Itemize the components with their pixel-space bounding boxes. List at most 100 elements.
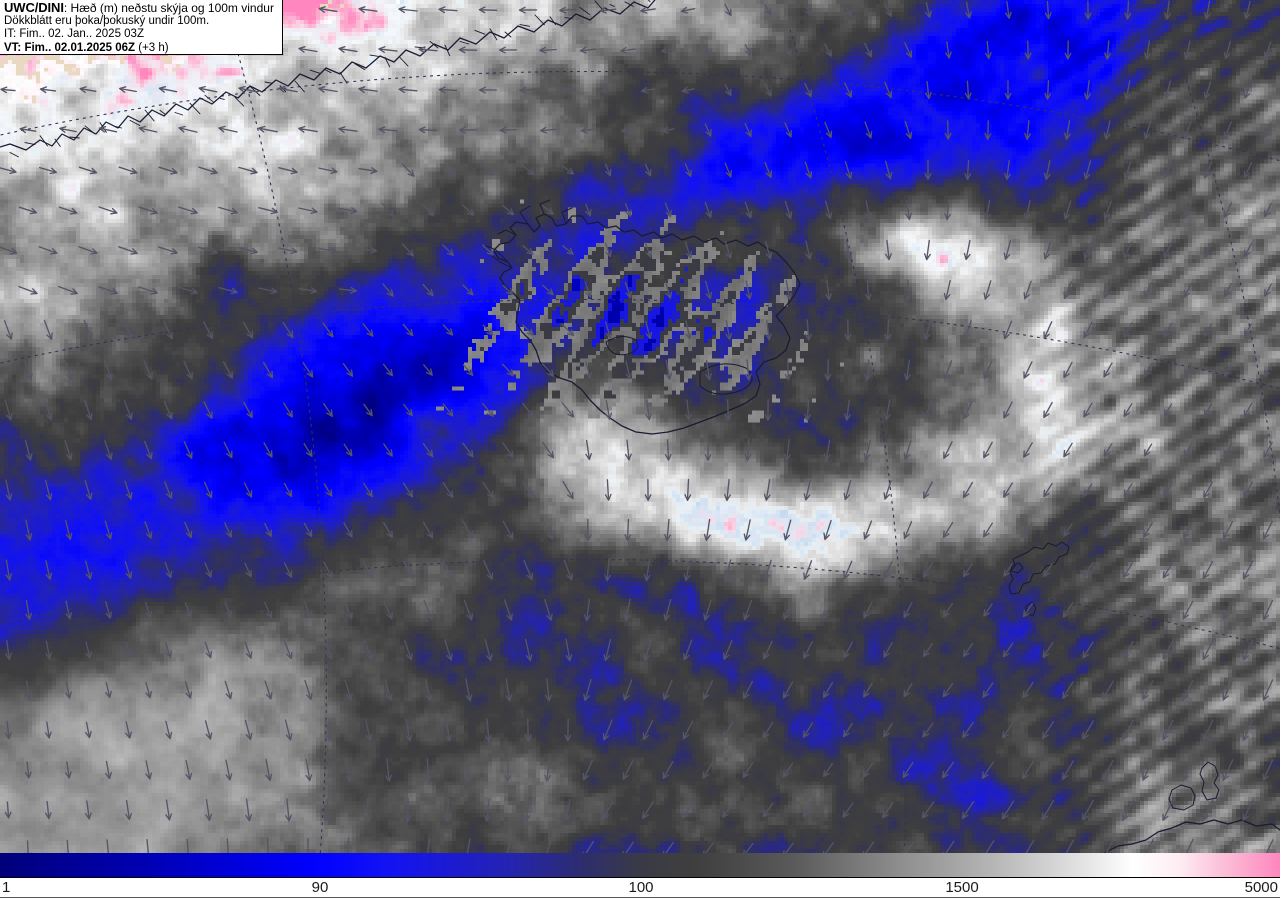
wind-arrow	[258, 287, 278, 295]
wind-arrow	[44, 479, 53, 501]
wind-arrow	[583, 678, 592, 702]
wind-arrow	[1202, 560, 1214, 580]
wind-arrow	[1043, 482, 1053, 498]
wind-arrow	[426, 838, 431, 853]
wind-arrow	[964, 159, 972, 181]
wind-arrow	[765, 319, 772, 341]
wind-arrow	[684, 478, 692, 502]
wind-arrow	[64, 359, 73, 381]
vatnajokull-outline	[699, 363, 753, 395]
wind-arrow	[245, 798, 253, 822]
wind-arrow	[104, 520, 113, 540]
wind-arrow	[561, 323, 575, 337]
wind-arrow	[981, 761, 995, 779]
wind-arrow	[387, 837, 390, 853]
info-line-title: UWC/DINI: Hæð (m) neðstu skýja og 100m v…	[4, 1, 279, 15]
wind-arrow	[183, 360, 193, 380]
wind-arrow	[541, 441, 555, 459]
wind-arrow	[79, 86, 97, 93]
wind-arrow	[84, 399, 93, 421]
wind-arrow	[1243, 481, 1253, 499]
wind-arrow	[144, 601, 153, 619]
wind-arrow	[25, 840, 32, 853]
wind-arrow	[262, 361, 274, 379]
wind-arrow	[743, 519, 751, 541]
greenland-fjord-5	[69, 136, 80, 139]
wind-arrow	[125, 721, 132, 739]
wind-arrow	[1062, 681, 1074, 699]
iceland-coastline	[493, 213, 801, 435]
wind-arrow	[243, 482, 253, 498]
wind-arrow	[565, 638, 573, 662]
wind-arrow	[1163, 241, 1173, 259]
wind-arrow	[483, 798, 491, 822]
wind-arrow	[522, 481, 534, 499]
wind-arrow	[66, 839, 72, 853]
wind-arrow	[258, 125, 278, 133]
wind-arrow	[1243, 402, 1253, 418]
wind-arrow	[1082, 720, 1094, 740]
wind-arrow	[204, 641, 213, 659]
wind-arrow	[39, 86, 57, 94]
wind-arrow	[824, 121, 833, 139]
wind-arrow	[438, 6, 458, 14]
wind-arrow	[1003, 482, 1013, 498]
wind-arrow	[764, 161, 773, 179]
wind-arrow	[125, 799, 132, 821]
wind-arrow	[482, 403, 494, 417]
wind-arrow	[484, 638, 493, 662]
wind-arrow	[1203, 403, 1213, 417]
info-line-init-time: IT: Fim.. 02. Jan.. 2025 03Z	[4, 28, 144, 41]
wind-arrow	[1203, 482, 1213, 498]
wind-arrow	[362, 323, 374, 337]
faroe-islands-coastline	[1008, 541, 1070, 595]
wind-arrow	[1143, 362, 1153, 378]
wind-arrow	[4, 801, 12, 819]
wind-arrow	[1103, 443, 1113, 457]
wind-arrow	[1123, 80, 1131, 100]
wind-arrow	[664, 439, 672, 461]
wind-arrow	[620, 46, 636, 54]
wind-arrow	[963, 320, 972, 340]
wind-arrow	[961, 800, 975, 820]
wind-arrow	[822, 681, 834, 699]
wind-arrow	[422, 283, 434, 297]
wind-arrow	[582, 759, 594, 781]
wind-arrow	[805, 240, 813, 260]
wind-arrow	[284, 640, 293, 660]
latitude-line-1	[0, 298, 1280, 390]
wind-arrow	[519, 86, 537, 94]
wind-arrow	[1223, 121, 1232, 139]
greenland-fjord-16	[234, 96, 245, 107]
wind-arrow	[145, 760, 153, 780]
forecast-map[interactable]	[0, 0, 1280, 853]
wind-arrow	[323, 640, 333, 660]
wind-arrow	[864, 121, 873, 139]
greenland-fjord-31	[459, 41, 470, 45]
wind-arrow	[923, 481, 933, 499]
wind-arrow	[622, 841, 635, 853]
wind-arrow	[623, 679, 633, 701]
wind-arrow	[1183, 282, 1193, 298]
wind-arrow	[764, 399, 772, 421]
wind-arrow	[1083, 240, 1092, 260]
cloud-base-height-raster	[0, 0, 1280, 853]
wind-arrow	[423, 600, 433, 620]
wind-arrow	[945, 41, 952, 59]
wind-arrow	[1024, 40, 1032, 60]
wind-arrow	[1223, 282, 1233, 298]
wind-arrow	[284, 719, 293, 741]
wind-arrow	[1004, 80, 1012, 100]
greenland-fjord-29	[429, 40, 439, 49]
wind-arrow	[1022, 839, 1035, 853]
wind-arrow	[962, 721, 974, 739]
wind-arrow	[539, 126, 557, 134]
wind-arrow	[178, 206, 198, 215]
wind-arrow	[1122, 640, 1134, 660]
wind-arrow	[98, 286, 118, 295]
wind-arrow	[644, 479, 652, 501]
wind-arrow	[863, 439, 871, 461]
wind-arrow	[343, 443, 353, 457]
wind-arrow	[844, 3, 852, 17]
wind-arrow	[1143, 201, 1153, 219]
